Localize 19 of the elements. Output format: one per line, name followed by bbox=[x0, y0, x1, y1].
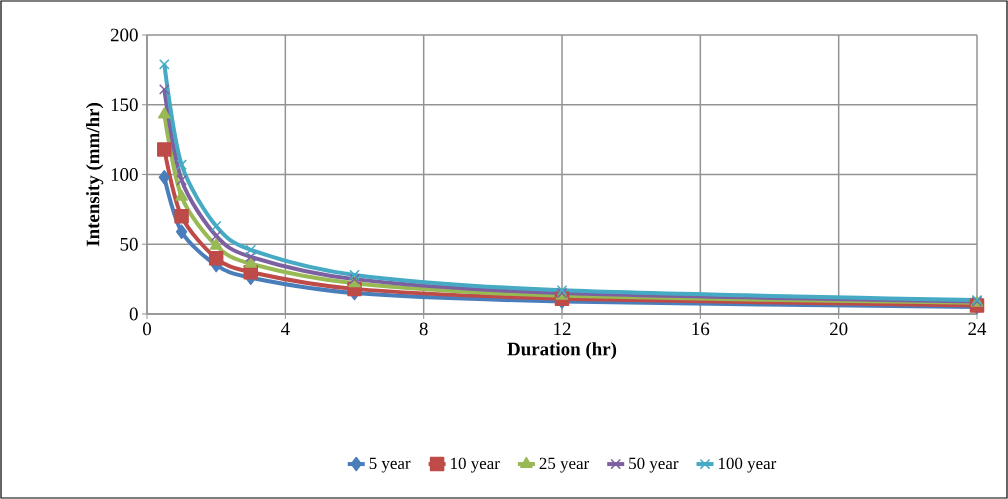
x-tick-label: 0 bbox=[142, 322, 152, 336]
x-tick-label: 20 bbox=[830, 322, 848, 336]
legend-label: 25 year bbox=[539, 457, 590, 473]
legend-label: 100 year bbox=[718, 457, 777, 473]
y-tick-label: 150 bbox=[111, 98, 138, 112]
y-tick-label: 0 bbox=[129, 307, 138, 321]
x-tick-label: 12 bbox=[554, 322, 571, 336]
y-tick-label: 50 bbox=[120, 237, 138, 251]
y-axis-title: Intensity (mm/hr) bbox=[86, 103, 104, 247]
x-tick-label: 4 bbox=[280, 322, 290, 335]
legend-label: 10 year bbox=[451, 457, 500, 473]
x-tick-label: 16 bbox=[692, 322, 710, 336]
x-tick-label: 24 bbox=[968, 322, 987, 336]
legend-label: 5 year bbox=[369, 457, 411, 473]
x-tick-label: 8 bbox=[419, 322, 428, 336]
y-tick-label: 100 bbox=[111, 168, 138, 181]
legend-label: 50 year bbox=[629, 457, 679, 473]
x-axis-title: Duration (hr) bbox=[507, 342, 617, 360]
y-tick-label: 200 bbox=[110, 28, 138, 42]
